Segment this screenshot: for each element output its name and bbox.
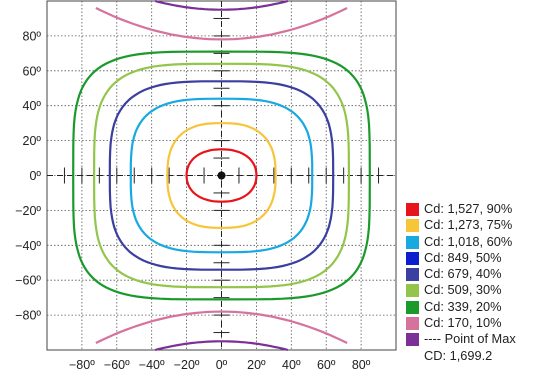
legend-swatch	[406, 317, 419, 331]
y-tick-label: 0º	[29, 169, 41, 183]
x-tick-label: −80º	[69, 358, 95, 372]
purple-outer-arc	[154, 340, 289, 352]
x-tick-label: 20º	[247, 358, 266, 372]
legend-item: Cd: 170, 10%	[406, 315, 550, 331]
x-axis-ticks: −80º −60º −40º −20º 0º 20º 40º 60º 80º	[69, 358, 371, 372]
purple-outer-arc	[154, 0, 289, 11]
contour-line	[185, 148, 258, 203]
legend-item: Cd: 339, 20%	[406, 299, 550, 315]
legend-swatch	[406, 203, 419, 216]
legend-label: Cd: 170, 10%	[424, 315, 502, 331]
legend-item: Cd: 1,273, 75%	[406, 217, 550, 233]
x-tick-label: −40º	[139, 358, 165, 372]
legend-label: Cd: 1,527, 90%	[424, 201, 513, 216]
legend-item: Cd: 1,018, 60%	[406, 234, 550, 250]
legend-swatch	[406, 284, 419, 298]
x-tick-label: 60º	[317, 358, 336, 372]
x-tick-label: 80º	[352, 358, 371, 372]
contour-line	[72, 50, 371, 301]
legend-swatch	[406, 219, 419, 233]
pink-outer-arc	[95, 7, 348, 41]
y-tick-label: −40º	[15, 239, 41, 253]
legend-label: ---- Point of Max	[424, 331, 516, 347]
legend-item: ---- Point of Max	[406, 331, 550, 347]
legend-label: Cd: 849, 50%	[424, 249, 502, 265]
y-tick-label: 20º	[23, 134, 42, 148]
legend-swatch	[406, 268, 419, 282]
contour-line	[129, 97, 314, 254]
legend-label: Cd: 1,018, 60%	[424, 233, 513, 249]
y-tick-label: −80º	[15, 309, 41, 323]
legend-label: Cd: 339, 20%	[424, 298, 502, 314]
pink-outer-arc	[95, 310, 348, 344]
legend-label: Cd: 679, 40%	[424, 266, 502, 282]
x-tick-label: −20º	[174, 358, 200, 372]
legend-swatch	[406, 251, 419, 265]
y-tick-label: −20º	[15, 204, 41, 218]
y-tick-label: 80º	[23, 29, 42, 43]
contour-line	[166, 122, 277, 229]
y-tick-label: 60º	[23, 64, 42, 78]
legend-item: Cd: 509, 30%	[406, 282, 550, 298]
legend-item: Cd: 1,527, 90%	[406, 201, 550, 217]
legend-swatch	[406, 300, 419, 314]
contour-curves	[72, 0, 371, 352]
x-tick-label: −60º	[104, 358, 130, 372]
legend: Cd: 1,527, 90% Cd: 1,273, 75% Cd: 1,018, 6…	[406, 201, 550, 364]
y-tick-label: 40º	[23, 99, 42, 113]
legend-item: Cd: 679, 40%	[406, 266, 550, 282]
legend-item: Cd: 849, 50%	[406, 250, 550, 266]
legend-swatch	[406, 235, 419, 249]
legend-swatch	[406, 333, 419, 347]
legend-max-value: CD: 1,699.2	[424, 347, 493, 363]
legend-label: Cd: 1,273, 75%	[424, 217, 513, 233]
contour-line	[92, 62, 351, 289]
point-of-max-marker	[217, 171, 226, 180]
y-tick-label: −60º	[15, 274, 41, 288]
x-tick-label: 0º	[216, 358, 228, 372]
y-axis-ticks: 80º 60º 40º 20º 0º −20º −40º −60º −80º	[15, 29, 41, 322]
legend-label: Cd: 509, 30%	[424, 282, 502, 298]
x-tick-label: 40º	[282, 358, 301, 372]
contour-line	[108, 80, 335, 271]
